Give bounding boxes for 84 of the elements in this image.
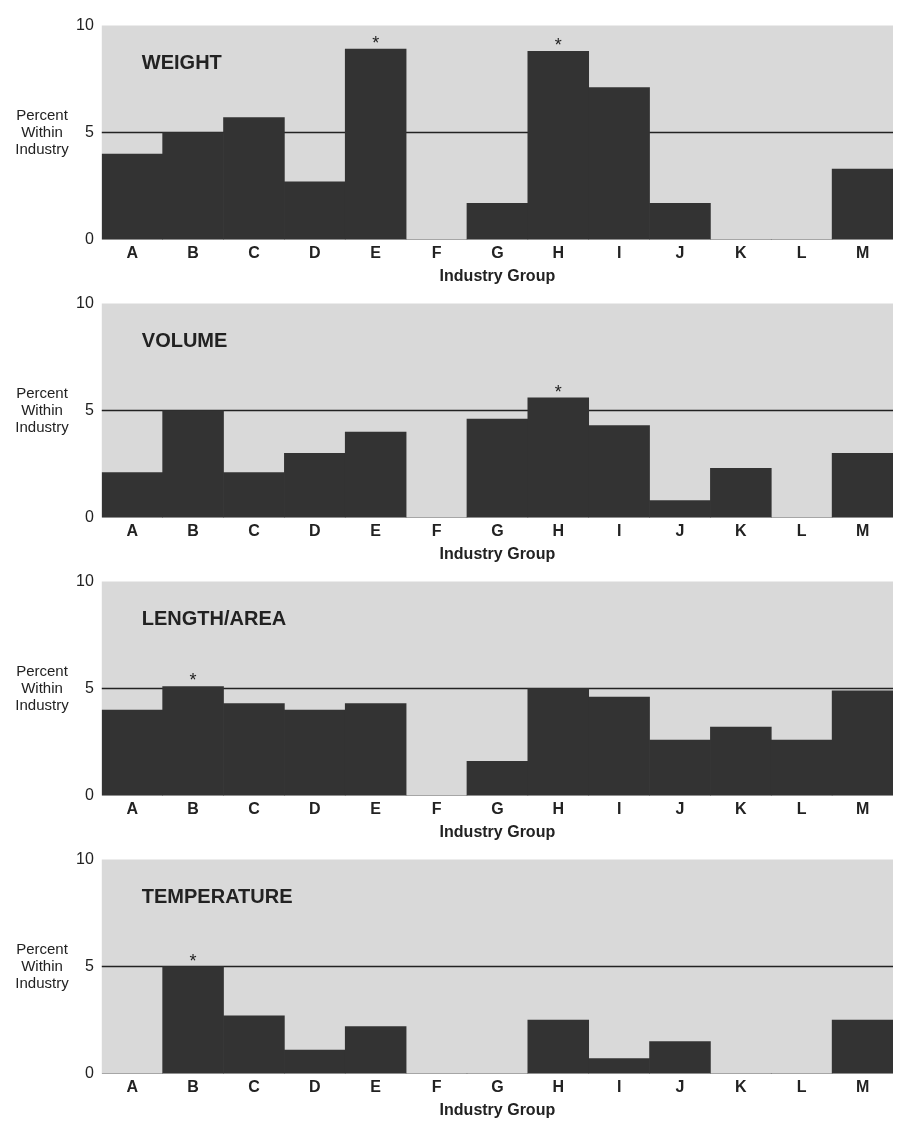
y-axis-title: Percent Within Industry [15, 105, 70, 157]
x-tick-label: A [126, 521, 139, 539]
x-tick-label: L [796, 243, 807, 261]
y-tick-label: 0 [84, 1064, 94, 1082]
x-tick-label: B [187, 799, 199, 817]
x-tick-label: G [491, 521, 504, 539]
x-tick-label: E [370, 799, 382, 817]
x-tick-label: F [431, 799, 442, 817]
x-tick-label: I [616, 1077, 622, 1095]
x-tick-label: F [431, 1077, 442, 1095]
x-tick-label: M [855, 521, 870, 539]
x-tick-label: E [370, 243, 382, 261]
text: LENGTH/AREA [141, 607, 287, 630]
y-axis-title: Percent Within Industry [15, 661, 70, 713]
x-tick-label: K [735, 521, 748, 539]
x-tick-label: L [796, 521, 807, 539]
y-tick-label: 0 [84, 786, 94, 804]
x-tick-label: L [796, 799, 807, 817]
x-tick-label: J [675, 521, 685, 539]
x-tick-label: D [309, 521, 321, 539]
x-tick-label: G [491, 799, 504, 817]
x-tick-label: K [735, 243, 748, 261]
y-tick-label: 0 [84, 508, 94, 526]
x-tick-label: G [491, 243, 504, 261]
x-tick-label: E [370, 521, 382, 539]
x-tick-label: G [491, 1077, 504, 1095]
annotation: * [372, 33, 380, 54]
annotation: * [554, 381, 562, 402]
annotation: * [189, 670, 197, 691]
y-tick-label: 5 [84, 401, 94, 419]
x-axis-title: Industry Group [439, 266, 556, 284]
x-tick-label: A [126, 1077, 139, 1095]
x-tick-label: J [675, 243, 685, 261]
text: WEIGHT [141, 51, 222, 74]
x-axis-title: Industry Group [439, 1100, 556, 1118]
bar [831, 1019, 893, 1074]
x-tick-label: M [855, 799, 870, 817]
y-tick-label: 0 [84, 230, 94, 248]
x-axis-title: Industry Group [439, 822, 556, 840]
x-tick-label: M [855, 1077, 870, 1095]
x-tick-label: C [248, 243, 261, 261]
x-tick-label: H [552, 799, 565, 817]
x-tick-label: F [431, 243, 442, 261]
x-tick-label: A [126, 243, 139, 261]
y-tick-label: 10 [76, 572, 94, 590]
x-tick-label: I [616, 243, 622, 261]
annotation: * [189, 950, 197, 971]
y-axis-title: Percent Within Industry [15, 939, 70, 991]
x-tick-label: D [309, 799, 321, 817]
x-tick-label: A [126, 799, 139, 817]
x-tick-label: H [552, 521, 565, 539]
bar [831, 453, 893, 518]
y-tick-label: 5 [84, 679, 94, 697]
x-tick-label: M [855, 243, 870, 261]
x-tick-label: E [370, 1077, 382, 1095]
bar [831, 168, 893, 240]
x-tick-label: F [431, 521, 442, 539]
annotation: * [554, 35, 562, 56]
x-tick-label: K [735, 799, 748, 817]
x-tick-label: L [796, 1077, 807, 1095]
x-tick-label: D [309, 243, 321, 261]
x-tick-label: J [675, 799, 685, 817]
y-tick-label: 5 [84, 123, 94, 141]
x-tick-label: B [187, 243, 199, 261]
y-axis-title: Percent Within Industry [15, 383, 70, 435]
x-tick-label: D [309, 1077, 321, 1095]
y-tick-label: 10 [76, 16, 94, 34]
y-tick-label: 10 [76, 294, 94, 312]
x-tick-label: I [616, 799, 622, 817]
x-tick-label: C [248, 521, 261, 539]
y-tick-label: 5 [84, 957, 94, 975]
y-tick-label: 10 [76, 850, 94, 868]
x-tick-label: H [552, 243, 565, 261]
x-axis-title: Industry Group [439, 544, 556, 562]
x-tick-label: H [552, 1077, 565, 1095]
x-tick-label: K [735, 1077, 748, 1095]
x-tick-label: B [187, 521, 199, 539]
x-tick-label: J [675, 1077, 685, 1095]
x-tick-label: I [616, 521, 622, 539]
x-tick-label: B [187, 1077, 199, 1095]
x-tick-label: C [248, 1077, 261, 1095]
text: VOLUME [141, 329, 228, 352]
text: TEMPERATURE [141, 885, 293, 908]
x-tick-label: C [248, 799, 261, 817]
